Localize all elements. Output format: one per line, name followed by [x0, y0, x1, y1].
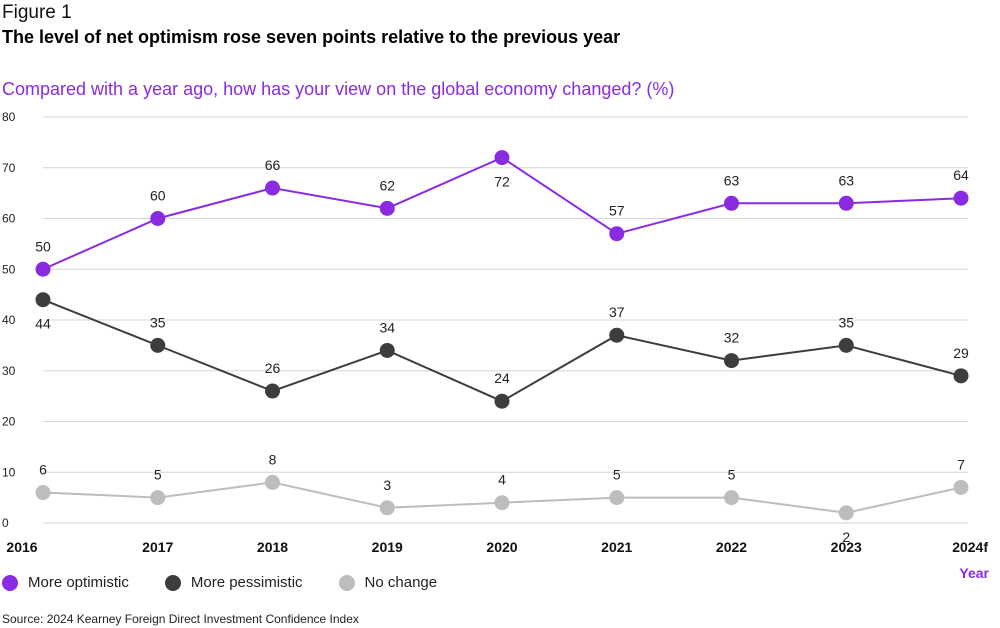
source-note: Source: 2024 Kearney Foreign Direct Inve… — [2, 612, 359, 626]
data-point-no-change-2024f — [953, 479, 969, 495]
data-label-no-change-2024f: 7 — [957, 456, 965, 472]
data-label-more-pessimistic-2022: 32 — [724, 330, 740, 346]
chart-subtitle: Compared with a year ago, how has your v… — [2, 79, 675, 99]
data-label-no-change-2016: 6 — [39, 462, 47, 478]
y-tick-label-20: 20 — [2, 415, 16, 429]
figure-label: Figure 1 — [2, 2, 72, 23]
data-label-more-optimistic-2019: 62 — [379, 177, 395, 193]
x-tick-label-2023: 2023 — [831, 539, 862, 555]
legend-item-more-pessimistic: More pessimistic — [164, 574, 303, 591]
y-tick-label-70: 70 — [2, 161, 16, 175]
x-tick-label-2021: 2021 — [601, 539, 632, 555]
data-label-more-optimistic-2024f: 64 — [953, 167, 969, 183]
data-label-more-pessimistic-2024f: 29 — [953, 345, 969, 361]
x-tick-label-2024f: 2024f — [952, 539, 988, 555]
data-point-more-optimistic-2023 — [838, 195, 854, 211]
data-point-no-change-2020 — [494, 495, 510, 511]
data-point-more-pessimistic-2016 — [35, 292, 51, 308]
data-label-more-optimistic-2023: 63 — [838, 172, 854, 188]
legend-label-no-change: No change — [364, 574, 438, 591]
legend-dot-no-change — [338, 574, 355, 591]
data-label-more-optimistic-2016: 50 — [35, 238, 51, 254]
data-point-more-optimistic-2019 — [379, 200, 395, 216]
legend-item-more-optimistic: More optimistic — [2, 574, 129, 591]
data-point-more-optimistic-2017 — [150, 211, 166, 226]
data-point-no-change-2021 — [609, 490, 625, 506]
data-label-more-pessimistic-2016: 44 — [35, 316, 51, 332]
y-tick-label-0: 0 — [2, 516, 9, 530]
legend-item-no-change: No change — [338, 574, 438, 591]
data-point-more-pessimistic-2020 — [494, 393, 510, 409]
y-tick-label-80: 80 — [2, 110, 16, 124]
data-point-more-pessimistic-2018 — [265, 383, 280, 399]
data-point-more-optimistic-2024f — [953, 190, 969, 206]
data-point-more-optimistic-2016 — [35, 261, 51, 277]
legend-dot-more-pessimistic — [164, 574, 181, 591]
legend: More optimistic More pessimistic No chan… — [2, 574, 473, 591]
data-label-more-optimistic-2018: 66 — [265, 157, 281, 173]
x-tick-label-2018: 2018 — [257, 539, 288, 555]
data-point-more-pessimistic-2023 — [838, 337, 854, 353]
data-point-more-optimistic-2020 — [494, 150, 510, 166]
data-label-more-pessimistic-2020: 24 — [494, 370, 510, 386]
data-label-no-change-2023: 2 — [842, 529, 850, 545]
legend-label-more-pessimistic: More pessimistic — [190, 574, 303, 591]
data-label-more-optimistic-2017: 60 — [150, 188, 166, 204]
data-point-more-pessimistic-2017 — [150, 337, 166, 353]
data-point-more-pessimistic-2024f — [953, 368, 969, 384]
data-label-more-pessimistic-2021: 37 — [609, 304, 625, 320]
data-label-more-optimistic-2021: 57 — [609, 203, 625, 219]
data-point-no-change-2023 — [838, 505, 854, 521]
data-point-more-pessimistic-2021 — [609, 327, 625, 343]
data-point-more-optimistic-2021 — [609, 226, 625, 242]
data-label-more-optimistic-2020: 72 — [494, 174, 510, 190]
data-point-no-change-2016 — [35, 485, 51, 501]
data-point-no-change-2022 — [724, 490, 739, 506]
y-tick-label-50: 50 — [2, 262, 16, 276]
x-tick-label-2016: 2016 — [6, 539, 37, 555]
data-label-more-pessimistic-2017: 35 — [150, 314, 166, 330]
figure-title: The level of net optimism rose seven poi… — [2, 27, 621, 47]
data-label-no-change-2019: 3 — [383, 477, 391, 493]
data-label-no-change-2017: 5 — [154, 467, 162, 483]
data-label-no-change-2022: 5 — [728, 467, 736, 483]
data-point-no-change-2019 — [379, 500, 395, 516]
y-tick-label-40: 40 — [2, 313, 16, 327]
data-point-more-optimistic-2022 — [724, 195, 739, 211]
data-label-more-pessimistic-2019: 34 — [379, 319, 395, 335]
x-tick-label-2020: 2020 — [486, 539, 517, 555]
legend-dot-more-optimistic — [2, 574, 18, 591]
legend-label-more-optimistic: More optimistic — [28, 574, 129, 591]
data-label-more-pessimistic-2018: 26 — [265, 360, 281, 376]
data-label-no-change-2020: 4 — [498, 472, 506, 488]
y-tick-label-10: 10 — [2, 465, 16, 479]
x-axis-title: Year — [959, 565, 989, 581]
x-tick-label-2019: 2019 — [372, 539, 403, 555]
data-point-more-optimistic-2018 — [265, 180, 280, 196]
x-tick-label-2022: 2022 — [716, 539, 747, 555]
x-tick-label-2017: 2017 — [142, 539, 173, 555]
data-label-more-pessimistic-2023: 35 — [838, 314, 854, 330]
data-point-no-change-2017 — [150, 490, 166, 506]
data-label-no-change-2021: 5 — [613, 467, 621, 483]
y-tick-label-60: 60 — [2, 212, 16, 226]
data-point-more-pessimistic-2022 — [724, 353, 739, 369]
data-label-no-change-2018: 8 — [269, 451, 277, 467]
data-point-more-pessimistic-2019 — [379, 342, 395, 358]
data-label-more-optimistic-2022: 63 — [724, 172, 740, 188]
y-tick-label-30: 30 — [2, 364, 16, 378]
data-point-no-change-2018 — [265, 474, 280, 490]
